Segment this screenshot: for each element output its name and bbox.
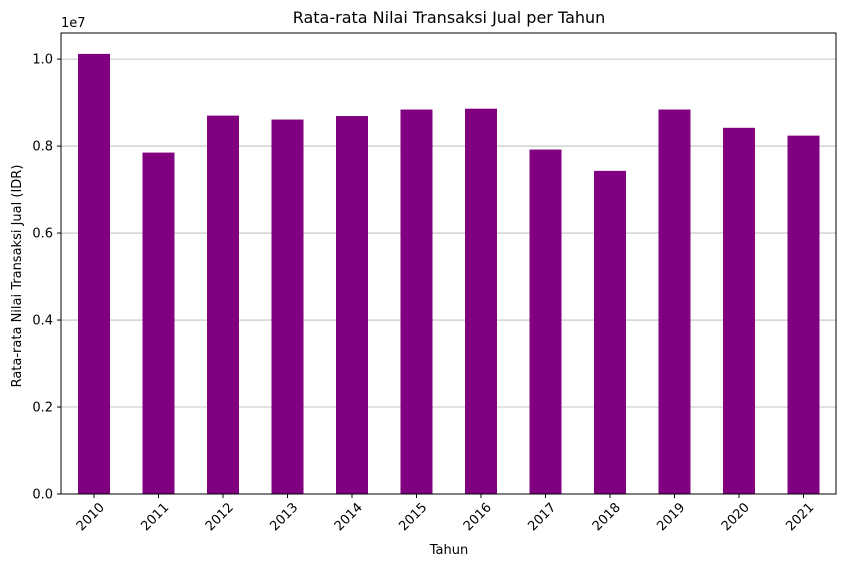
x-axis-label: Tahun — [429, 543, 468, 558]
bar-2012 — [207, 115, 239, 494]
x-tick-label: 2012 — [203, 500, 237, 534]
y-tick-label: 0.2 — [32, 401, 53, 416]
x-tick-label: 2013 — [267, 500, 301, 534]
x-tick-label: 2010 — [74, 500, 108, 534]
plot-frame — [60, 32, 837, 495]
bar-2011 — [142, 152, 175, 494]
bar-2019 — [658, 109, 691, 494]
x-tick-label: 2018 — [590, 500, 624, 534]
chart-title: Rata-rata Nilai Transaksi Jual per Tahun — [293, 8, 606, 27]
bar-2013 — [271, 119, 304, 494]
y-tick-label: 0.8 — [32, 140, 53, 155]
bar-2017 — [529, 149, 562, 494]
gridlines — [61, 58, 836, 495]
bar-2015 — [400, 109, 433, 494]
x-tick-label: 2014 — [332, 500, 366, 534]
x-tick-label: 2016 — [461, 500, 495, 534]
bar-2021 — [787, 135, 820, 494]
y-tick-label: 1.0 — [32, 53, 53, 68]
bar-2010 — [78, 53, 110, 494]
y-axis-label: Rata-rata Nilai Transaksi Jual (IDR) — [10, 165, 25, 388]
y-axis-ticks: 0.0 0.2 0.4 0.6 0.8 1.0 — [32, 53, 61, 503]
y-tick-label: 0.4 — [32, 314, 53, 329]
bar-2014 — [336, 116, 368, 494]
x-tick-label: 2021 — [783, 500, 817, 534]
x-tick-label: 2017 — [525, 500, 559, 534]
x-tick-label: 2020 — [719, 500, 753, 534]
bar-2020 — [723, 127, 755, 494]
x-tick-label: 2011 — [138, 500, 172, 534]
y-tick-label: 0.6 — [32, 227, 53, 242]
bar-2018 — [594, 170, 626, 494]
y-tick-label: 0.0 — [32, 488, 53, 503]
y-axis-offset-label: 1e7 — [61, 16, 86, 31]
x-tick-label: 2019 — [654, 500, 688, 534]
bars — [78, 53, 820, 494]
x-tick-label: 2015 — [396, 500, 430, 534]
bar-2016 — [465, 108, 497, 494]
x-axis-ticks: 2010 2011 2012 2013 2014 2015 2016 2017 2018 2019… — [74, 494, 817, 534]
